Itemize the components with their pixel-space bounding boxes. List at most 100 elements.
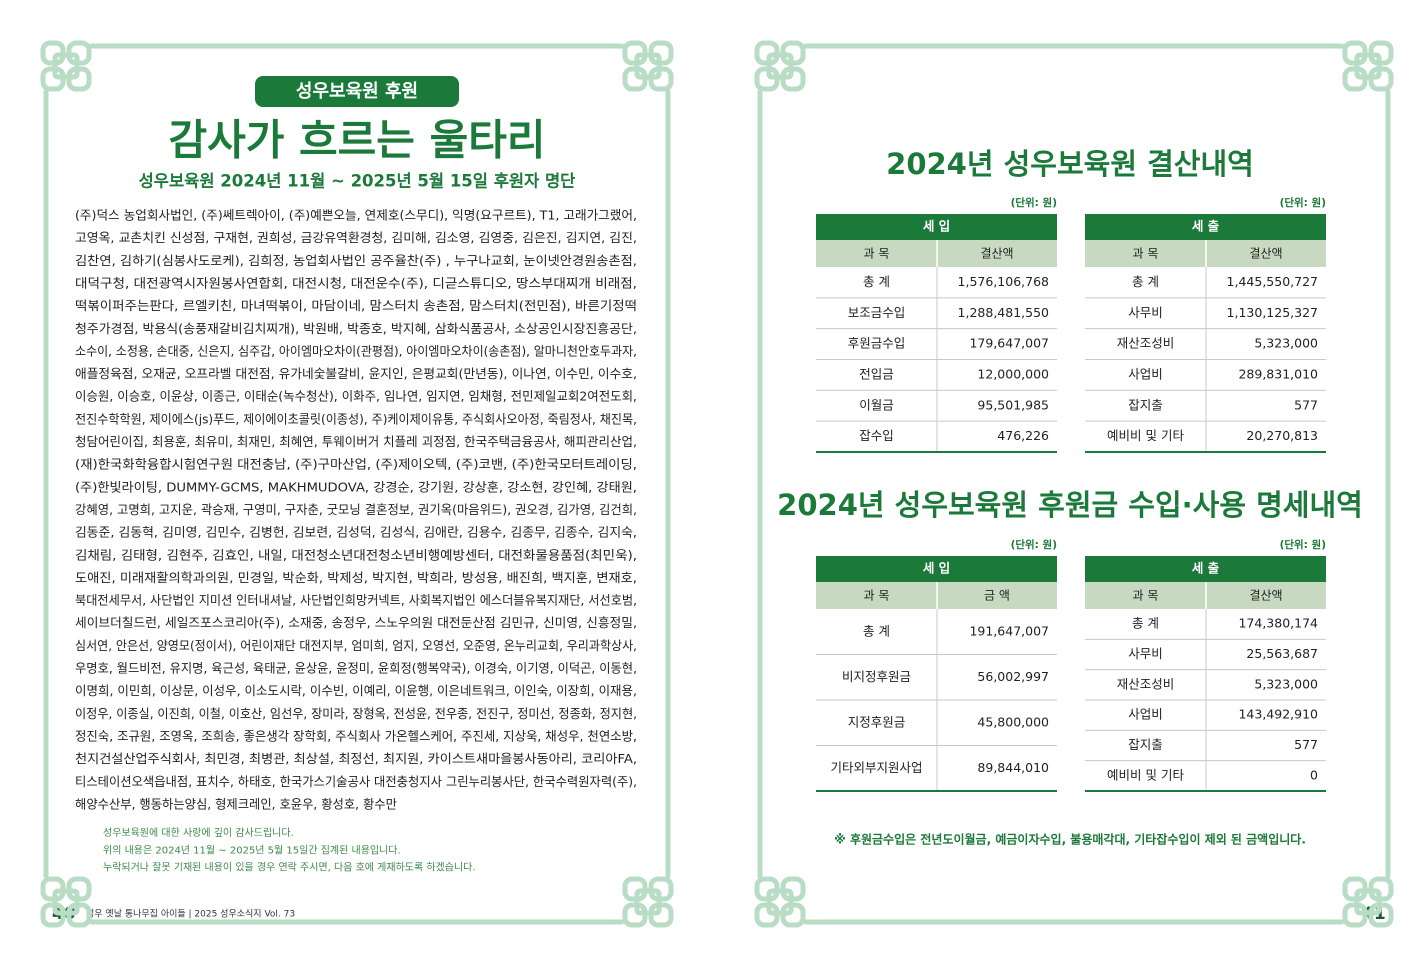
donor-line: 천지건설산업주식회사, 최민경, 최병관, 최상설, 최정선, 최지원, 카이스… xyxy=(75,751,637,766)
donor-line: 대덕구청, 대전광역시자원봉사연합회, 대전시청, 대전운수(주), 디귿스튜디… xyxy=(75,276,637,290)
title: 감사가 흐르는 울타리 xyxy=(168,116,545,165)
note: ※ 후원금수입은 전년도이월금, 예금이자수입, 불용매각대, 기타잡수입이 제… xyxy=(834,832,1306,847)
row-label: 예비비 및 기타 xyxy=(1107,428,1184,443)
donor-line: 티스테이션오색읍내점, 표치수, 하태호, 한국가스기술공사 대전충청지사 그린… xyxy=(75,775,637,789)
row-value: 89,844,010 xyxy=(977,760,1049,775)
column-header: 과 목 xyxy=(1133,589,1159,603)
unit-label: (단위: 원) xyxy=(1280,538,1326,551)
corner-knot xyxy=(40,40,92,92)
note-line: 성우보육원에 대한 사랑에 깊이 감사드립니다. xyxy=(103,826,294,839)
table-header-bg xyxy=(1085,214,1326,240)
row-value: 577 xyxy=(1294,737,1318,752)
row-value: 56,002,997 xyxy=(977,669,1049,684)
unit-label: (단위: 원) xyxy=(1011,538,1057,551)
row-value: 20,270,813 xyxy=(1246,428,1318,443)
donor-line: 청주가경점, 박용식(송풍재갈비김치찌개), 박원배, 박종호, 박지혜, 삼화… xyxy=(75,322,637,336)
table-header: 세 입 xyxy=(923,219,950,234)
column-header: 과 목 xyxy=(864,589,890,603)
donor-line: 김찬연, 김하기(심봉사도로케), 김희정, 농업회사법인 공주율찬(주) , … xyxy=(75,253,637,268)
notes: 성우보육원에 대한 사랑에 깊이 감사드립니다. 위의 내용은 2024년 11월… xyxy=(103,826,476,874)
badge: 성우보육원 후원 xyxy=(296,81,418,102)
row-label: 사업비 xyxy=(1128,366,1163,381)
donor-line: 소수이, 소정용, 손대중, 신은지, 심주갑, 아이엠마오차이(관평점), 아… xyxy=(75,343,637,358)
row-value: 5,323,000 xyxy=(1254,336,1318,351)
knot-center xyxy=(52,888,80,916)
corner-knot xyxy=(1342,40,1394,92)
table-header-bg xyxy=(816,214,1057,240)
donor-line: 애플정육점, 오재균, 오프라벨 대전점, 유가네숯불갈비, 윤지인, 은평교회… xyxy=(75,367,637,381)
donor-list: (주)덕스 농업회사법인, (주)쎄트렉아이, (주)예쁜오늘, 연제호(스무디… xyxy=(75,209,637,812)
row-value: 1,130,125,327 xyxy=(1227,305,1318,320)
knot-center xyxy=(766,52,794,80)
column-header: 과 목 xyxy=(864,247,890,261)
column-header: 결산액 xyxy=(1249,589,1282,603)
unit-label: (단위: 원) xyxy=(1280,196,1326,209)
donor-line: 해양수산부, 행동하는양심, 형제크레인, 호윤우, 황성호, 황수만 xyxy=(75,796,397,811)
donor-line: 강혜영, 고명희, 고지운, 곽승재, 구영미, 구자춘, 굿모닝 결혼정보, … xyxy=(75,503,637,517)
donor-line: 고영옥, 교촌치킨 신성점, 구재현, 권희성, 금강유역환경청, 김미해, 김… xyxy=(75,231,637,245)
knot-center xyxy=(1354,888,1382,916)
knot-center xyxy=(1354,52,1382,80)
row-value: 476,226 xyxy=(997,428,1049,443)
row-value: 45,800,000 xyxy=(977,714,1049,729)
donor-line: 도애진, 미래재활의학과의원, 민경일, 박순화, 박제성, 박지현, 박희라,… xyxy=(75,571,637,585)
row-label: 총 계 xyxy=(863,274,890,289)
donor-line: 이승원, 이승호, 이윤상, 이종근, 이태순(녹수청산), 이화주, 임나연,… xyxy=(75,390,637,404)
donor-line: (주)덕스 농업회사법인, (주)쎄트렉아이, (주)예쁜오늘, 연제호(스무디… xyxy=(75,209,637,223)
row-value: 191,647,007 xyxy=(969,623,1049,638)
row-label: 지정후원금 xyxy=(848,714,906,729)
unit-label: (단위: 원) xyxy=(1011,196,1057,209)
badge-bg xyxy=(255,76,459,107)
left-frame xyxy=(43,43,671,925)
table-header: 세 입 xyxy=(923,561,950,576)
donor-line: 김동준, 김동혁, 김미영, 김민수, 김병헌, 김보련, 김성덕, 김성식, … xyxy=(75,526,637,540)
row-label: 전입금 xyxy=(859,366,894,381)
corner-knot xyxy=(622,876,674,928)
row-value: 1,288,481,550 xyxy=(958,305,1049,320)
row-label: 총 계 xyxy=(1132,274,1159,289)
row-value: 289,831,010 xyxy=(1238,366,1318,381)
right-frame xyxy=(757,43,1391,925)
donor-line: 전진수학학원, 제이에스(js)푸드, 제이에이초콜릿(이종성), 주)케이제이… xyxy=(75,412,637,426)
knot-center xyxy=(766,888,794,916)
row-label: 재산조성비 xyxy=(1117,336,1175,351)
row-label: 사무비 xyxy=(1128,305,1163,320)
subtitle: 성우보육원 2024년 11월 ~ 2025년 5월 15일 후원자 명단 xyxy=(139,171,576,191)
donor-line: 우명호, 월드비전, 유지명, 육근성, 육태균, 윤상윤, 윤정미, 윤희정(… xyxy=(75,661,637,676)
row-value: 12,000,000 xyxy=(977,366,1049,381)
row-value: 577 xyxy=(1294,397,1318,412)
note-line: 누락되거나 잘못 기재된 내용이 있을 경우 연락 주시면, 다음 호에 게재하… xyxy=(103,861,476,874)
table-header-bg xyxy=(816,556,1057,582)
row-label: 이월금 xyxy=(859,397,894,412)
row-value: 1,576,106,768 xyxy=(958,274,1049,289)
donor-line: 이정우, 이종실, 이진희, 이철, 이호산, 임선우, 장미라, 장형옥, 전… xyxy=(75,707,637,721)
row-label: 잡지출 xyxy=(1128,737,1163,752)
row-label: 잡지출 xyxy=(1128,397,1163,412)
donor-line: 심서연, 안은선, 양영모(정이서), 어린이재단 대전지부, 엄미희, 엄지,… xyxy=(75,639,637,653)
note-line: 위의 내용은 2024년 11월 ~ 2025년 5월 15일간 집계된 내용입… xyxy=(103,843,401,856)
table-header: 세 출 xyxy=(1192,219,1220,234)
table-header-bg xyxy=(1085,556,1326,582)
row-value: 1,445,550,727 xyxy=(1227,274,1318,289)
donor-line: 정진숙, 조규원, 조영옥, 조희송, 좋은생각 장학회, 주식회사 가온헬스케… xyxy=(75,728,637,743)
knot-center xyxy=(634,52,662,80)
row-value: 143,492,910 xyxy=(1238,707,1318,722)
knot-center xyxy=(634,888,662,916)
corner-knot xyxy=(622,40,674,92)
row-label: 비지정후원금 xyxy=(842,669,911,684)
corner-knot xyxy=(754,876,806,928)
donor-line: 이명희, 이민희, 이상문, 이성우, 이소도시락, 이수빈, 이예리, 이윤행… xyxy=(75,683,637,698)
row-label: 보조금수입 xyxy=(848,305,906,320)
corner-knot xyxy=(754,40,806,92)
row-label: 잡수입 xyxy=(859,428,894,443)
donor-line: 김채림, 김태형, 김현주, 김효인, 내일, 대전청소년대전청소년비행예방센터… xyxy=(75,547,637,562)
donor-line: (주)한빛라이팅, DUMMY-GCMS, MAKHMUDOVA, 강경순, 강… xyxy=(75,480,637,494)
column-header: 결산액 xyxy=(980,247,1013,261)
donor-line: 북대전세무서, 사단법인 지미션 인터내셔날, 사단법인희망커넥트, 사회복지법… xyxy=(75,594,637,608)
donor-line: 세이브더칠드런, 세일즈포스코리아(주), 소재중, 송정우, 스노우의원 대전… xyxy=(75,616,637,630)
corner-knot xyxy=(40,876,92,928)
row-label: 재산조성비 xyxy=(1117,676,1175,691)
corner-knot xyxy=(1342,876,1394,928)
